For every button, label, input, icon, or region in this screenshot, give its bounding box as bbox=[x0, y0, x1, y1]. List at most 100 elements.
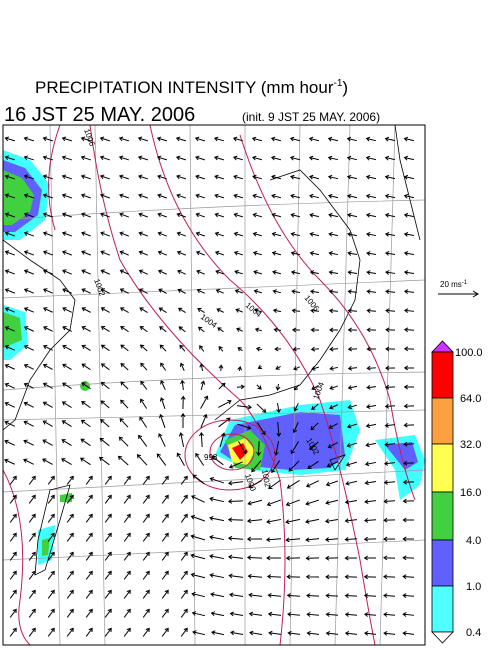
wind-arrow bbox=[195, 155, 206, 161]
wind-arrow bbox=[120, 399, 129, 409]
wind-arrow bbox=[328, 212, 339, 218]
wind-arrow bbox=[23, 420, 34, 427]
wind-arrow bbox=[104, 513, 112, 523]
wind-arrow bbox=[47, 513, 55, 523]
wind-arrow bbox=[257, 422, 266, 436]
wind-arrow bbox=[275, 365, 281, 370]
wind-arrow bbox=[180, 412, 186, 429]
wind-arrow bbox=[385, 270, 396, 275]
wind-arrow bbox=[138, 269, 148, 275]
wind-arrow bbox=[200, 413, 208, 428]
wind-arrow bbox=[266, 555, 282, 561]
wind-arrow bbox=[366, 346, 377, 352]
wind-arrow bbox=[104, 494, 112, 504]
wind-arrow bbox=[307, 460, 319, 469]
wind-arrow bbox=[214, 231, 225, 237]
wind-arrow bbox=[180, 395, 186, 410]
wind-arrow bbox=[306, 612, 320, 617]
wind-arrow bbox=[385, 308, 396, 314]
wind-arrow bbox=[285, 499, 300, 507]
wind-arrow bbox=[329, 327, 339, 333]
wind-arrow bbox=[308, 136, 320, 142]
wind-arrow bbox=[161, 475, 169, 485]
contour-label: 1004 bbox=[244, 301, 264, 320]
wind-arrow bbox=[268, 630, 282, 636]
wind-arrow bbox=[347, 365, 358, 371]
wind-arrow bbox=[403, 251, 415, 256]
wind-arrow bbox=[305, 480, 319, 488]
wind-arrow bbox=[80, 136, 92, 142]
wind-arrow bbox=[42, 382, 53, 389]
wind-arrow bbox=[230, 630, 244, 636]
wind-arrow bbox=[4, 212, 15, 218]
wind-arrow bbox=[228, 461, 243, 469]
wind-arrow bbox=[123, 532, 131, 542]
wind-arrow bbox=[276, 402, 281, 414]
wind-arrow bbox=[344, 536, 358, 542]
wind-arrow bbox=[100, 250, 110, 256]
wind-arrow bbox=[100, 400, 110, 409]
wind-arrow bbox=[190, 534, 206, 541]
wind-arrow bbox=[138, 250, 148, 256]
wind-arrow bbox=[192, 474, 205, 485]
wind-arrow bbox=[199, 363, 205, 372]
wind-arrow bbox=[80, 155, 92, 161]
legend-label: 100.0 bbox=[455, 347, 483, 359]
wind-arrow bbox=[290, 212, 301, 218]
wind-arrow bbox=[325, 480, 338, 487]
wind-arrow bbox=[100, 288, 110, 294]
wind-arrow bbox=[4, 439, 15, 446]
wind-arrow bbox=[4, 458, 15, 465]
wind-arrow bbox=[236, 327, 243, 332]
wind-arrow bbox=[195, 174, 206, 180]
wind-arrow bbox=[85, 532, 93, 542]
wind-arrow bbox=[344, 555, 358, 561]
wind-arrow bbox=[47, 627, 55, 637]
wind-arrow bbox=[81, 250, 91, 256]
wind-arrow bbox=[47, 570, 55, 580]
wind-arrow bbox=[9, 608, 17, 618]
wind-arrow bbox=[309, 441, 319, 451]
wind-arrow bbox=[142, 589, 150, 599]
wind-arrow bbox=[28, 627, 36, 637]
wind-arrow bbox=[100, 212, 110, 218]
wind-arrow bbox=[234, 289, 243, 294]
wind-arrow bbox=[180, 475, 188, 485]
wind-arrow bbox=[47, 608, 55, 618]
wind-arrow bbox=[4, 193, 16, 199]
wind-arrow bbox=[285, 518, 301, 525]
wind-arrow bbox=[290, 251, 301, 256]
wind-arrow bbox=[329, 385, 339, 391]
wind-arrow bbox=[248, 480, 262, 489]
legend-label: 0.4 bbox=[466, 627, 481, 639]
wind-arrow bbox=[161, 494, 169, 504]
wind-arrow bbox=[383, 517, 396, 523]
wind-arrow bbox=[209, 515, 225, 522]
wind-arrow bbox=[61, 401, 72, 409]
wind-arrow bbox=[80, 419, 91, 428]
wind-arrow bbox=[233, 231, 244, 237]
wind-arrow bbox=[325, 630, 339, 636]
wind-arrow bbox=[233, 174, 244, 180]
wind-arrow bbox=[216, 308, 224, 313]
wind-arrow bbox=[236, 404, 252, 410]
wind-arrow bbox=[28, 475, 36, 485]
wind-arrow bbox=[211, 455, 224, 466]
wind-arrow bbox=[403, 270, 415, 275]
wind-arrow bbox=[218, 364, 224, 372]
colorbar-labels: 100.0 64.0 32.0 16.0 4.0 1.0 0.4 bbox=[455, 347, 483, 639]
wind-arrow bbox=[366, 404, 377, 409]
wind-arrow bbox=[140, 362, 148, 371]
wind-arrow bbox=[310, 308, 320, 314]
wind-arrow bbox=[305, 518, 320, 524]
wind-arrow bbox=[47, 551, 55, 561]
title-end: ) bbox=[342, 78, 348, 97]
wind-arrow bbox=[85, 494, 93, 504]
wind-arrow bbox=[160, 380, 166, 390]
wind-arrow bbox=[366, 251, 377, 256]
wind-arrow bbox=[195, 452, 205, 466]
wind-arrow bbox=[161, 551, 169, 561]
wind-arrow bbox=[23, 344, 34, 351]
wind-arrow bbox=[81, 401, 91, 409]
wind-vectors bbox=[4, 136, 415, 637]
